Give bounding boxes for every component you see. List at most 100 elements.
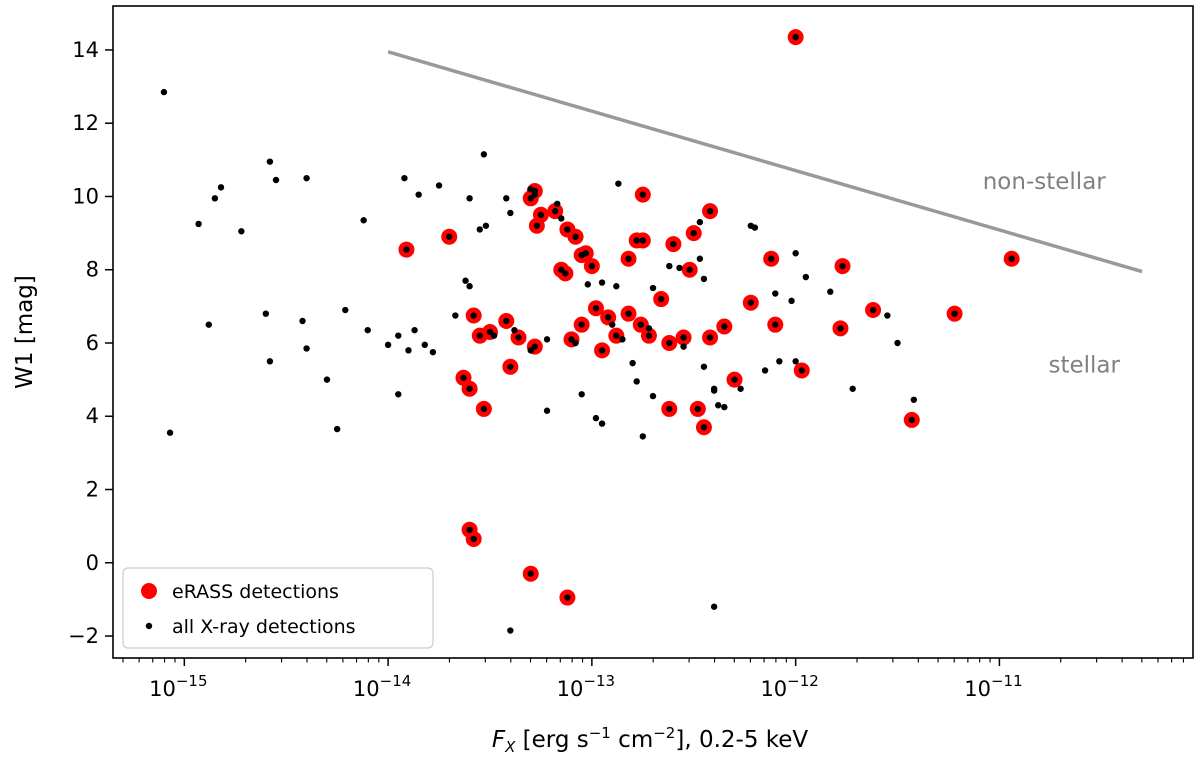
erass-center-dot xyxy=(403,246,410,253)
xray-point xyxy=(462,277,469,284)
erass-center-dot xyxy=(670,240,677,248)
x-tick-base: 10 xyxy=(964,677,991,701)
erass-center-dot xyxy=(792,33,799,41)
xray-point xyxy=(696,255,704,262)
erass-center-dot xyxy=(527,195,534,202)
x-label-subscript: X xyxy=(504,738,516,756)
erass-points-layer xyxy=(398,29,1020,606)
y-tick-label: 8 xyxy=(86,258,99,282)
erass-center-dot xyxy=(558,266,565,273)
legend-erass-marker xyxy=(141,583,157,599)
legend-xray-label: all X-ray detections xyxy=(172,616,356,638)
xray-point xyxy=(303,345,310,352)
erass-center-dot xyxy=(604,314,612,321)
xray-point xyxy=(710,387,718,394)
xray-point xyxy=(507,209,514,217)
xray-point xyxy=(342,306,349,314)
xray-point xyxy=(266,358,274,365)
xray-point xyxy=(788,297,795,305)
xray-point xyxy=(395,332,402,339)
erass-center-dot xyxy=(533,222,541,229)
xray-point xyxy=(401,174,408,182)
xray-point xyxy=(802,273,810,281)
erass-center-dot xyxy=(666,339,673,347)
erass-center-dot xyxy=(578,321,585,328)
xray-point xyxy=(480,151,488,158)
xray-point xyxy=(527,347,534,354)
erass-center-dot xyxy=(721,323,728,330)
erass-center-dot xyxy=(747,299,755,306)
xray-point xyxy=(299,317,306,325)
erass-center-dot xyxy=(515,334,522,341)
legend: eRASS detections all X-ray detections xyxy=(122,567,434,649)
xray-point xyxy=(415,191,422,198)
erass-center-dot xyxy=(908,416,915,424)
x-tick-label: 10−12 xyxy=(760,672,818,701)
erass-center-dot xyxy=(503,317,510,325)
erass-center-dot xyxy=(706,334,714,341)
erass-center-dot xyxy=(466,526,473,533)
non-stellar-label: non-stellar xyxy=(983,169,1107,195)
xray-point xyxy=(894,339,901,347)
erass-center-dot xyxy=(460,374,467,381)
erass-center-dot xyxy=(869,306,877,314)
x-tick-exponent: −14 xyxy=(380,672,412,690)
xray-point xyxy=(217,184,225,191)
y-tick-label: 14 xyxy=(72,38,99,62)
x-label-exp-b: −2 xyxy=(653,724,675,742)
erass-center-dot xyxy=(572,233,579,240)
xray-point xyxy=(827,288,834,295)
xray-point xyxy=(666,262,673,270)
xray-point xyxy=(721,403,728,411)
xray-point xyxy=(700,363,708,370)
xray-point xyxy=(543,407,551,414)
xray-point xyxy=(466,283,473,290)
xray-point xyxy=(792,358,799,365)
erass-center-dot xyxy=(837,325,844,332)
xray-point xyxy=(452,312,459,319)
xray-point xyxy=(238,228,245,235)
x-tick-base: 10 xyxy=(760,677,787,701)
erass-center-dot xyxy=(446,233,453,240)
erass-center-dot xyxy=(531,343,539,350)
y-tick-label: 2 xyxy=(86,478,99,502)
xray-point xyxy=(578,391,585,398)
xray-points-layer xyxy=(160,33,1015,634)
erass-center-dot xyxy=(767,255,775,262)
erass-center-dot xyxy=(798,367,805,374)
xray-point xyxy=(503,195,510,202)
xray-point xyxy=(211,195,219,202)
x-label-band: ], 0.2-5 keV xyxy=(675,727,808,753)
x-label-unit-b: cm xyxy=(611,727,653,753)
erass-center-dot xyxy=(706,207,714,215)
xray-point xyxy=(266,158,274,165)
xray-point xyxy=(323,376,331,383)
xray-point xyxy=(598,279,606,286)
x-axis-ticks: 10−15 10−14 10−13 10−12 10−11 xyxy=(122,658,1184,701)
y-tick-label: 4 xyxy=(86,404,99,428)
xray-point xyxy=(776,358,783,365)
xray-point xyxy=(421,341,428,349)
x-tick-label: 10−11 xyxy=(964,672,1022,701)
xray-point xyxy=(160,88,168,96)
erass-center-dot xyxy=(507,363,514,370)
legend-box xyxy=(122,567,434,649)
xray-point xyxy=(360,217,367,224)
xray-point xyxy=(792,250,799,257)
xray-point xyxy=(272,176,280,184)
xray-point xyxy=(751,224,759,231)
stellar-label: stellar xyxy=(1049,352,1121,378)
xray-point xyxy=(613,283,620,290)
xray-point xyxy=(527,185,534,193)
x-tick-base: 10 xyxy=(149,677,176,701)
xray-point xyxy=(466,195,473,202)
erass-center-dot xyxy=(537,211,545,218)
xray-point xyxy=(507,627,514,634)
x-tick-exponent: −12 xyxy=(787,672,819,690)
xray-point xyxy=(639,433,647,440)
xray-point xyxy=(598,420,606,427)
xray-point xyxy=(609,321,616,328)
xray-point xyxy=(476,226,483,233)
x-tick-exponent: −11 xyxy=(991,672,1023,690)
xray-point xyxy=(761,367,769,374)
